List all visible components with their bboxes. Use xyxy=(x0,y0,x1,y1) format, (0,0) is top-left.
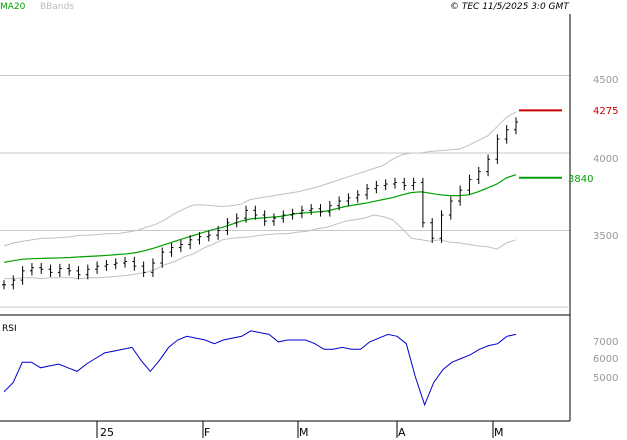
support-label: 3840 xyxy=(568,174,593,185)
tick-4000: 4000 xyxy=(593,154,618,165)
rsi-tick-50: 5000 xyxy=(593,373,618,384)
x-label-may: M xyxy=(494,426,504,439)
x-label-feb: F xyxy=(204,426,210,439)
rsi-title: RSI xyxy=(2,324,17,334)
legend-bbands: BBands xyxy=(40,2,74,12)
x-label-mar: M xyxy=(299,426,309,439)
x-label-apr: A xyxy=(398,426,406,439)
bbands-layer xyxy=(3,111,517,280)
price-bars xyxy=(2,109,562,290)
rsi-line xyxy=(3,330,517,407)
ma20-layer xyxy=(3,174,517,263)
rsi-layer xyxy=(3,330,517,407)
copyright-text: © TEC 11/5/2025 3:0 GMT xyxy=(450,2,570,12)
legend-ma20: MA20 xyxy=(0,2,26,12)
resistance-label: 4275 xyxy=(593,106,618,117)
rsi-tick-60: 6000 xyxy=(593,354,618,365)
rsi-tick-70: 7000 xyxy=(593,337,618,348)
bband-lower-line xyxy=(4,214,517,280)
ma20-line xyxy=(3,174,517,263)
labels: MA20 BBands © TEC 11/5/2025 3:0 GMT RSI … xyxy=(0,2,618,439)
bband-upper-line xyxy=(3,111,517,247)
tick-4500: 4500 xyxy=(593,75,618,86)
x-label-jan: 25 xyxy=(100,426,114,439)
grid-lines xyxy=(0,75,570,231)
axes xyxy=(0,14,571,438)
tick-3500: 3500 xyxy=(593,231,618,242)
